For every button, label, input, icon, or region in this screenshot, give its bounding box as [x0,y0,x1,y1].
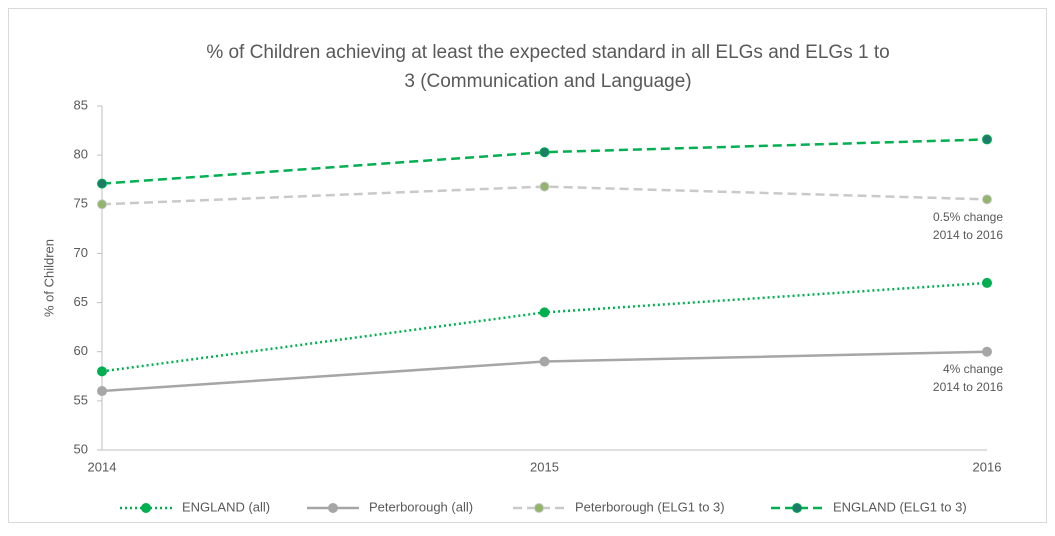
series-marker [539,307,550,318]
series-marker [982,346,992,357]
x-tick-label: 2015 [530,459,559,474]
annotation: 2014 to 2016 [933,228,1003,242]
annotation: 4% change [943,362,1003,376]
series-marker [982,277,992,288]
y-tick-label: 55 [74,392,88,407]
y-tick-label: 75 [74,196,88,211]
y-tick-label: 80 [74,147,88,162]
legend-label: ENGLAND (ELG1 to 3) [833,499,967,514]
series-marker [539,147,550,158]
series-marker [97,178,107,189]
legend-marker [141,503,151,513]
legend-label: Peterborough (all) [369,499,473,514]
series-marker [539,181,550,192]
y-tick-label: 60 [74,343,88,358]
y-tick-label: 70 [74,245,88,260]
legend-marker [534,503,544,513]
annotation: 2014 to 2016 [933,380,1003,394]
series-marker [539,356,550,367]
legend-marker [792,503,802,513]
series-marker [97,199,107,210]
chart-border [8,8,1047,523]
chart-title: % of Children achieving at least the exp… [206,42,889,63]
legend-marker [328,503,338,513]
legend-label: Peterborough (ELG1 to 3) [575,499,725,514]
x-tick-label: 2016 [973,459,1002,474]
annotation: 0.5% change [933,210,1003,224]
series-marker [97,366,107,377]
y-axis-label: % of Children [41,239,56,317]
series-marker [982,194,992,205]
y-tick-label: 65 [74,294,88,309]
y-tick-label: 50 [74,441,88,456]
x-tick-label: 2014 [88,459,117,474]
series-marker [97,386,107,397]
chart-title: 3 (Communication and Language) [404,71,691,92]
legend-label: ENGLAND (all) [182,499,270,514]
series-marker [982,134,992,145]
series-line [101,138,988,185]
y-tick-label: 85 [74,97,88,112]
